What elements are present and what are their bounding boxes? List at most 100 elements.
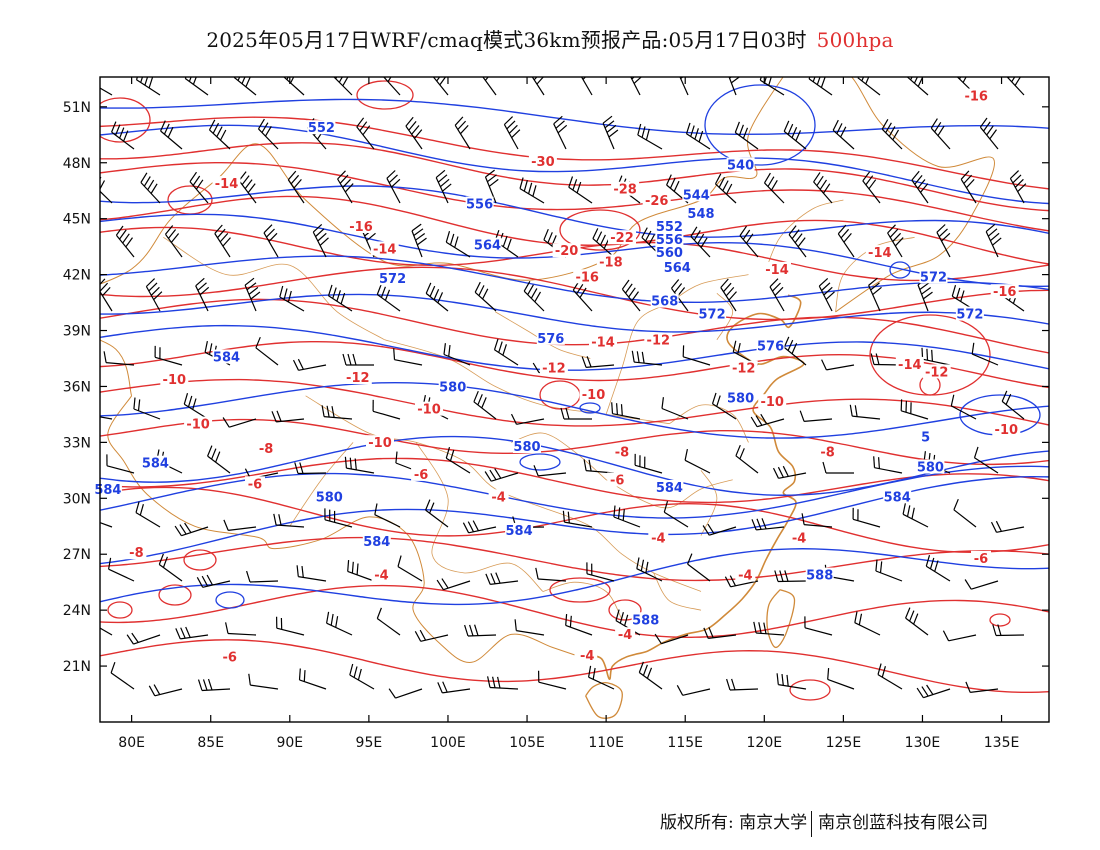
wind-barb: [283, 77, 305, 96]
wind-barb: [592, 228, 615, 258]
wind-barb: [702, 523, 737, 536]
wind-barb: [140, 172, 161, 204]
wind-barb: [397, 555, 423, 582]
temperature-label: -16: [349, 220, 373, 235]
height-label-bg: [631, 612, 660, 627]
axes: 51N 48N 45N 42N 39N 36N 33N 30N 27N 24N 21N 80E 85E 9…: [63, 77, 1049, 751]
lon-label: 85E: [197, 735, 224, 751]
height-label-bg: [473, 237, 502, 252]
temperature-label-bg: [865, 245, 894, 260]
wind-barb: [414, 629, 449, 642]
isotherm: [100, 116, 1049, 190]
temperature-label-bg: [371, 567, 392, 582]
wind-barb: [376, 607, 401, 636]
height-label: 560: [656, 246, 683, 261]
wind-barb: [788, 225, 807, 258]
wind-barb: [911, 170, 929, 204]
wind-barb: [487, 676, 519, 690]
wind-barb: [774, 570, 807, 583]
temperature-label: -12: [925, 365, 949, 380]
wind-barb: [100, 416, 113, 420]
province-boundary: [511, 432, 607, 480]
temperature-label: -4: [491, 490, 505, 505]
wind-barb: [821, 359, 855, 371]
temperature-label-bg: [648, 530, 669, 545]
wind-barb: [750, 413, 785, 428]
wind-barb: [223, 519, 257, 531]
height-label-bg: [919, 269, 948, 284]
wind-barb: [473, 390, 497, 420]
wind-barb: [296, 565, 327, 582]
height-label-bg: [513, 439, 541, 453]
temperature-label-bg: [411, 466, 432, 481]
wind-barb: [145, 278, 163, 312]
wind-barb: [973, 446, 999, 474]
wind-barb: [324, 508, 353, 528]
wind-barb: [849, 404, 881, 420]
wind-barb: [222, 417, 257, 428]
height-label: 576: [757, 339, 784, 354]
height-label: 584: [884, 490, 911, 505]
wind-barb: [813, 172, 833, 204]
wind-barb: [126, 632, 161, 645]
wind-barb: [115, 225, 135, 258]
wind-barb: [386, 170, 401, 204]
wind-barb: [753, 621, 785, 636]
company-text: 南京创蓝科技有限公司: [818, 813, 989, 833]
wind-barb: [887, 224, 904, 258]
wind-barb: [225, 622, 257, 636]
isotherm-closed: [989, 613, 1011, 627]
wind-barb: [985, 223, 1002, 258]
lon-label: 100E: [430, 735, 466, 751]
wind-barb: [822, 461, 854, 474]
height-label: 564: [474, 239, 501, 254]
wind-barb: [572, 280, 593, 312]
height-label: 584: [656, 481, 683, 496]
height-label-bg: [536, 330, 565, 345]
wind-barb: [553, 115, 568, 150]
height-label-bg: [726, 390, 755, 405]
isotherm: [100, 536, 1049, 582]
temperature-label-bg: [990, 284, 1019, 299]
wind-barb: [921, 347, 951, 366]
isotherm: [100, 378, 1049, 427]
plot-area: [100, 77, 1049, 722]
wind-barb: [376, 283, 401, 312]
wind-barb: [436, 578, 471, 591]
wind-barb: [263, 224, 279, 258]
isotherm: [100, 584, 1049, 638]
wind-barb: [900, 399, 929, 420]
wind-barb: [510, 413, 545, 425]
height-label-bg: [726, 157, 755, 172]
wind-barb: [454, 116, 471, 150]
temperature-label: -10: [186, 418, 210, 433]
province-boundary: [542, 507, 702, 592]
height-label-bg: [655, 232, 684, 246]
temperature-label: -26: [645, 194, 669, 209]
temperature-label: -14: [373, 242, 397, 257]
wind-barb: [960, 170, 977, 204]
wind-barb: [443, 343, 471, 366]
wind-barb: [881, 119, 903, 150]
temperature-label: -10: [995, 423, 1019, 438]
temperature-label: -10: [163, 373, 187, 388]
wind-barb: [687, 553, 711, 582]
isotherm: [100, 486, 1049, 553]
wind-barb: [208, 119, 231, 150]
wind-barb: [772, 465, 807, 479]
footer-separator: [811, 810, 813, 837]
height-label-bg: [315, 489, 344, 504]
temperature-label-bg: [184, 416, 213, 431]
lat-label: 33N: [63, 435, 91, 451]
wind-barb: [636, 557, 663, 582]
wind-barb: [388, 688, 423, 699]
wind-barb: [482, 77, 497, 96]
taiwan-coast: [766, 589, 796, 649]
height-contour-closed: [704, 84, 816, 166]
wind-barb: [425, 499, 449, 528]
temperature-label: -20: [555, 244, 579, 259]
wind-barb: [148, 684, 183, 697]
wind-barb: [312, 223, 329, 258]
height-label: 580: [439, 380, 466, 395]
